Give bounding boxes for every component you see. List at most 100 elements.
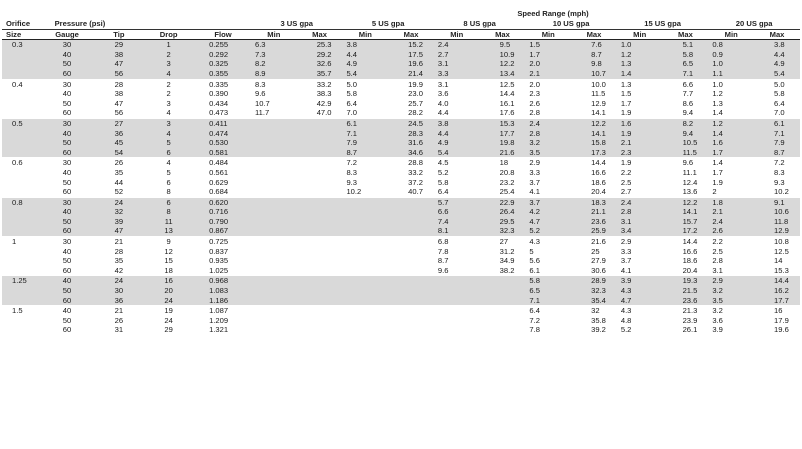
gpa20-max-cell: 9.3 [774,177,785,187]
gpa8-min-cell [434,316,480,326]
gpa10-min-cell: 2.4 [525,117,572,129]
gpa5-max-cell: 19.9 [388,78,434,90]
gpa15-max-cell: 21.5 [662,286,709,296]
flow-cell: 1.083 [195,286,251,296]
orifice-size-cell: 1 [2,236,39,247]
gpa10-min-cell: 5.2 [525,226,572,237]
gpa3-min-cell [250,117,297,129]
gpa8-max-cell: 13.4 [479,68,526,80]
gpa10-min-cell: 4.2 [525,207,572,217]
table-row: 60 52 8 0.684 10.2 40.7 6.4 25.4 4.1 20.4 2.7 13.6 2… [2,187,800,197]
flow-cell: 0.411 [195,117,251,129]
orifice-size-cell: 0.3 [2,39,39,50]
flow-cell: 0.292 [195,49,251,60]
gpa3-min-cell [250,207,297,217]
gpa5-max-cell: 34.6 [388,147,434,158]
gpa20-min-cell: 2.6 [708,226,755,237]
flow-cell: 0.935 [209,256,229,266]
size-heading: Size [2,29,39,41]
gpa20-max-cell: 8.3 [774,167,785,177]
tip-cell: 35 [114,256,124,266]
gpa20-min-cell: 3.2 [708,305,755,316]
table-row: 1.5 40 21 19 1.087 6.4 32 4.3 21.3 3.2 16 [2,305,800,316]
gpa10-max-cell: 30.6 [591,265,606,275]
tip-cell: 44 [114,177,124,187]
gpa5-min-cell [342,236,389,247]
gpa8-max-cell [480,316,526,326]
gpa20-max-cell: 15.3 [774,265,789,275]
gpa15-max-cell: 23.9 [682,315,698,325]
gpa10-min-cell: 1.5 [525,39,572,50]
gpa10-min-cell: 5.8 [525,275,572,287]
gauge-cell: 60 [38,68,96,80]
gpa20-max-cell: 10.6 [754,207,800,217]
gpa8-max-cell: 25.4 [499,187,515,197]
gpa5-max-cell [388,256,434,266]
tip-cell: 45 [95,138,143,148]
gpa15-min-cell: 4.3 [616,286,663,296]
gpa15-min-cell: 2.9 [616,236,663,247]
gpa15-min-cell: 3.3 [620,246,632,256]
gpa15-max-cell: 17.2 [662,226,709,237]
gpa20-max-cell: 17.7 [754,295,800,306]
gpa3-max-cell [296,286,343,296]
gauge-cell: 60 [38,295,96,306]
gpa10-min-cell: 5 [529,246,534,256]
drop-cell: 24 [142,295,196,306]
gpa5-min-cell [342,305,389,316]
gpa10-max-cell: 32 [571,305,617,316]
gpa15-min-cell: 1.4 [616,68,663,80]
gpa10-min-cell: 3.5 [525,147,572,158]
gpa15-max-cell: 21.3 [662,305,709,316]
gpa10-max-cell: 35.8 [591,315,606,325]
min-heading: Min [525,29,572,41]
gpa20-max-cell: 17.9 [774,315,789,325]
gpa3-min-cell [250,216,297,227]
max-heading: Max [754,29,800,41]
gpa10-max-cell: 14.1 [591,108,606,118]
gauge-cell: 40 [38,49,96,60]
gpa15-min-cell: 1.3 [616,59,663,69]
table-row: 60 54 6 0.581 8.7 34.6 5.4 21.6 3.5 17.3 2.3 11.5 1.… [2,147,800,158]
gpa5-max-cell: 40.7 [408,187,423,197]
gpa5-min-cell: 7.2 [342,157,389,168]
gpa8-max-cell: 19.8 [479,138,526,148]
table-row: 60 31 29 1.321 7.8 39.2 5.2 26.1 3.9 19.6 [2,325,800,335]
gpa8-min-cell: 3.1 [433,59,480,69]
gpa20-min-cell: 3.2 [708,286,755,296]
gpa8-max-cell: 38.2 [499,265,515,275]
gpa15-min-cell: 2.8 [616,207,663,217]
table-row: 50 30 20 1.083 6.5 32.3 4.3 21.5 3.2 16.2 [2,286,800,296]
gpa5-max-cell [388,325,434,335]
gpa15-max-cell: 5.1 [662,39,709,50]
flow-cell: 0.434 [209,98,229,108]
gpa8-min-cell: 4.5 [433,157,480,168]
gpa3-max-cell [296,295,343,306]
gpa15-min-cell: 4.3 [616,305,663,316]
table-header: Speed Range (mph) Orifice Pressure (psi)… [2,9,800,41]
tip-cell: 26 [95,157,143,168]
gpa10-max-cell: 8.7 [571,49,617,60]
flow-cell: 0.968 [195,275,251,287]
drop-cell: 18 [164,265,173,275]
gpa20-min-cell: 1.6 [708,138,755,148]
orifice-heading: Orifice [2,19,39,30]
gpa20-min-cell: 0.8 [708,39,755,50]
gpa20-min-cell: 1.8 [708,196,755,208]
speed-range-table: Speed Range (mph) Orifice Pressure (psi)… [2,9,800,335]
gpa-heading-15: 15 US gpa [616,19,709,30]
gpa15-max-cell: 10.5 [662,138,709,148]
gauge-cell: 50 [62,256,72,266]
gpa15-max-cell: 8.2 [662,117,709,129]
tip-cell: 30 [95,286,143,296]
gpa3-max-cell [296,226,343,237]
gpa3-min-cell: 8.9 [250,68,297,80]
tip-cell: 36 [95,295,143,306]
tip-cell: 27 [95,117,143,129]
orifice-size-cell [2,128,39,139]
drop-cell: 1 [142,39,196,50]
gpa20-min-cell: 1.0 [708,78,755,90]
gauge-cell: 30 [38,117,96,129]
gauge-cell: 50 [62,177,72,187]
gpa10-max-cell: 12.9 [591,98,606,108]
